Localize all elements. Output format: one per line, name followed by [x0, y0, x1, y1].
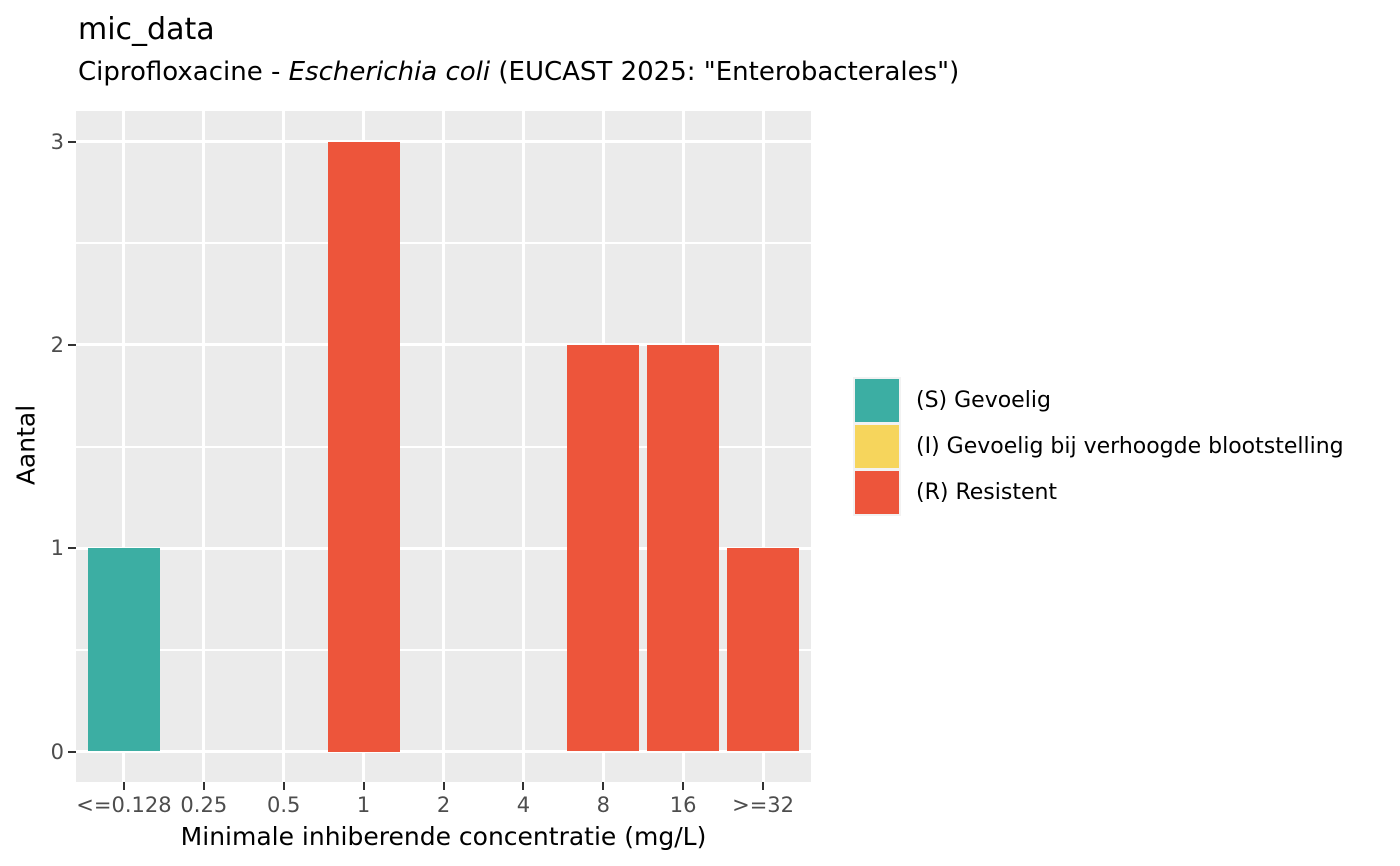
x-tick — [442, 782, 445, 790]
bar-8 — [567, 344, 640, 752]
gridline-major-x — [202, 111, 206, 782]
bar-16 — [647, 344, 720, 752]
x-tick — [202, 782, 205, 790]
legend-item-S: (S) Gevoelig — [853, 377, 1344, 424]
subtitle-guideline: (EUCAST 2025: "Enterobacterales") — [490, 57, 960, 87]
bar->=32 — [727, 548, 799, 752]
bar-<=0.128 — [87, 548, 160, 752]
legend-swatch-I — [853, 423, 901, 470]
subtitle-antibiotic: Ciprofloxacine - — [78, 57, 289, 87]
x-tick-label: 4 — [516, 793, 531, 817]
gridline-major-x — [122, 111, 126, 782]
subtitle-organism: Escherichia coli — [288, 57, 491, 87]
legend-item-R: (R) Resistent — [853, 469, 1344, 516]
x-tick — [602, 782, 605, 790]
x-tick — [682, 782, 685, 790]
gridline-major-x — [442, 111, 445, 782]
legend-swatch-R — [853, 469, 901, 516]
x-tick-label: 0.5 — [267, 793, 301, 817]
plot-panel — [76, 111, 811, 782]
plot-title: mic_data — [78, 12, 215, 47]
legend-item-I: (I) Gevoelig bij verhoogde blootstelling — [853, 423, 1344, 470]
gridline-major-x — [761, 111, 765, 782]
y-tick-label: 0 — [50, 739, 64, 764]
gridline-major-x — [521, 111, 525, 782]
y-tick-label: 1 — [50, 536, 64, 561]
x-tick — [122, 782, 125, 790]
y-axis-title: Aantal — [11, 404, 41, 486]
x-tick — [362, 782, 365, 790]
x-tick-label: 2 — [436, 793, 451, 817]
x-tick-label: <=0.128 — [76, 793, 172, 817]
y-tick — [68, 547, 76, 550]
x-tick — [762, 782, 765, 790]
gridline-major-x — [282, 111, 286, 782]
legend-label: (I) Gevoelig bij verhoogde blootstelling — [916, 434, 1344, 459]
bar-1 — [327, 141, 400, 752]
legend-swatch-S — [853, 377, 901, 424]
y-tick — [68, 343, 76, 346]
legend-label: (S) Gevoelig — [916, 388, 1051, 413]
y-tick — [68, 140, 76, 143]
legend: (S) Gevoelig (I) Gevoelig bij verhoogde b… — [853, 377, 1344, 517]
x-tick-label: 0.25 — [180, 793, 228, 817]
x-axis-title: Minimale inhiberende concentratie (mg/L) — [180, 822, 707, 851]
x-tick — [522, 782, 525, 790]
y-tick-label: 3 — [50, 129, 64, 154]
x-tick-label: 8 — [596, 793, 610, 817]
y-tick-label: 2 — [50, 332, 64, 357]
x-tick-label: >=32 — [732, 793, 795, 817]
x-tick-label: 16 — [669, 793, 697, 817]
plot-subtitle: Ciprofloxacine - Escherichia coli (EUCAS… — [78, 57, 959, 87]
x-tick — [282, 782, 285, 790]
y-tick — [68, 750, 76, 753]
x-tick-label: 1 — [356, 793, 371, 817]
legend-label: (R) Resistent — [916, 480, 1058, 505]
